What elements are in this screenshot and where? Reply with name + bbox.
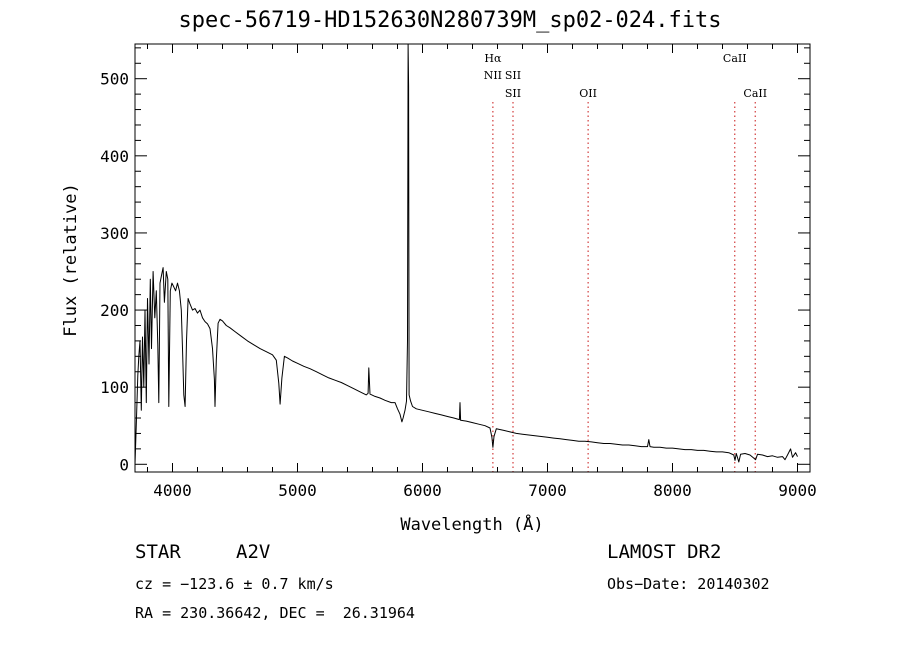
observation-date: Obs−Date: 20140302	[607, 575, 770, 593]
y-axis-label: Flux (relative)	[61, 183, 81, 337]
x-tick-label: 9000	[778, 481, 817, 500]
y-tick-label: 400	[100, 147, 129, 166]
plot-frame	[134, 43, 811, 473]
spectrum-line	[134, 43, 798, 465]
line-marker-label: Hα	[484, 52, 502, 65]
y-tick-label: 500	[100, 70, 129, 89]
y-tick-label: 0	[119, 455, 129, 474]
line-marker-label: CaII	[743, 87, 767, 100]
line-marker-label: SII	[505, 69, 521, 82]
line-marker-label: SII	[505, 87, 521, 100]
line-markers: Hα NII SII SII OII CaII CaII	[484, 52, 767, 472]
x-tick-label: 7000	[528, 481, 567, 500]
y-tick-label: 100	[100, 378, 129, 397]
x-axis-label: Wavelength (Å)	[400, 513, 543, 535]
y-tick-label: 300	[100, 224, 129, 243]
line-marker-label: OII	[579, 87, 597, 100]
line-marker-label: CaII	[723, 52, 747, 65]
axes	[134, 43, 811, 473]
x-tick-label: 8000	[653, 481, 692, 500]
object-type: STAR	[135, 541, 181, 563]
chart-title: spec-56719-HD152630N280739M_sp02-024.fit…	[178, 8, 722, 33]
spectrum-layer	[134, 43, 798, 465]
x-tick-label: 6000	[403, 481, 442, 500]
line-marker-label: NII	[484, 69, 502, 82]
y-tick-label: 200	[100, 301, 129, 320]
x-tick-label: 4000	[153, 481, 192, 500]
ticks: 4000 5000 6000 7000 8000 9000 0 100 200 300 400 500	[100, 44, 817, 500]
survey-name: LAMOST DR2	[607, 541, 722, 563]
redshift-cz: cz = −123.6 ± 0.7 km/s	[135, 575, 334, 593]
spectral-subclass: A2V	[236, 541, 271, 563]
x-tick-label: 5000	[278, 481, 317, 500]
coordinates: RA = 230.36642, DEC = 26.31964	[135, 604, 415, 622]
